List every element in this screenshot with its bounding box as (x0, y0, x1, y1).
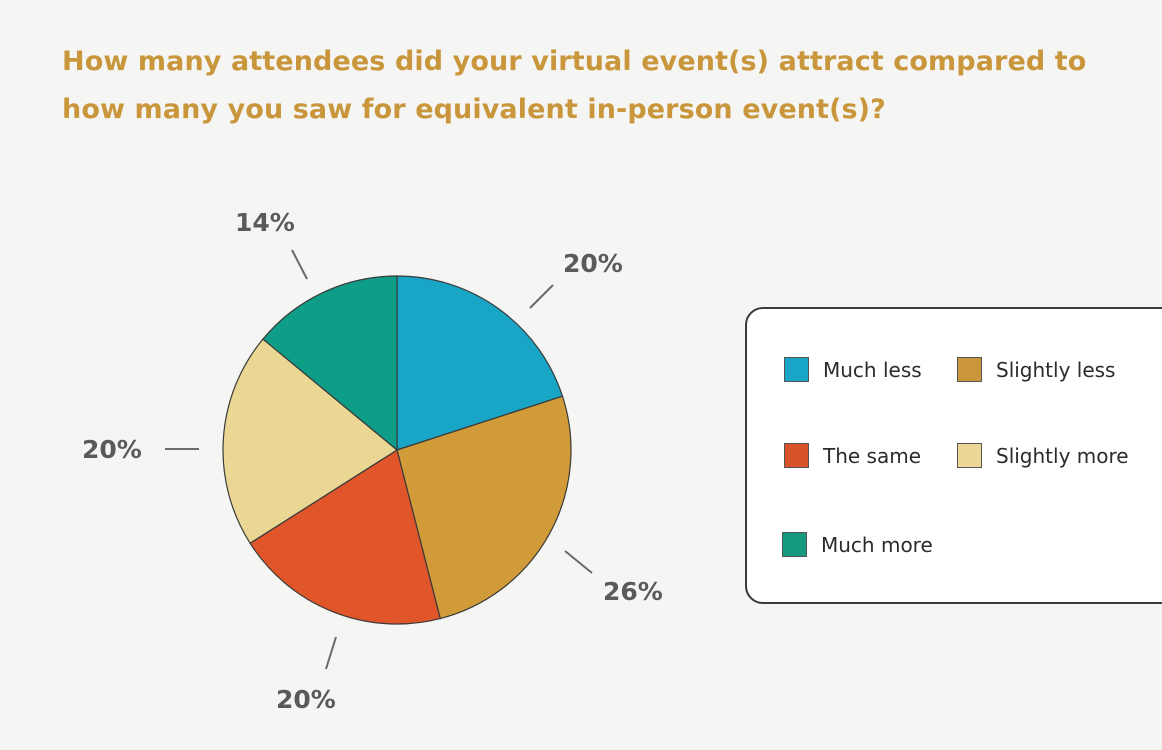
pie-slice-much-less (396, 275, 564, 451)
legend: Much less Slightly less The same Slightl… (745, 307, 1162, 604)
chart-title: How many attendees did your virtual even… (62, 46, 1087, 125)
pie-slice-much-more (262, 275, 398, 452)
legend-swatch-slightly-less (957, 357, 982, 382)
pie-slice-the-same (249, 449, 442, 625)
leader-line-much-less (529, 284, 554, 309)
legend-label: Slightly less (996, 357, 1116, 382)
legend-item-slightly-less: Slightly less (957, 357, 1115, 382)
pct-label-the-same: 20% (276, 685, 336, 714)
pct-label-slightly-more: 20% (82, 435, 142, 464)
legend-swatch-much-less (784, 357, 809, 382)
legend-item-much-more: Much more (782, 532, 933, 557)
pct-label-much-less: 20% (563, 249, 623, 278)
pie-slices (222, 275, 572, 625)
pct-label-much-more: 14% (235, 208, 295, 237)
pct-label-slightly-less: 26% (603, 577, 663, 606)
legend-label: Much less (823, 357, 922, 382)
label-leader-lines (165, 249, 593, 670)
legend-label: The same (823, 443, 922, 468)
pie-slice-slightly-more (222, 338, 399, 545)
legend-swatch-much-more (782, 532, 807, 557)
legend-item-the-same: The same (784, 443, 921, 468)
pie-slice-slightly-less (396, 395, 572, 620)
legend-label: Much more (821, 532, 933, 557)
leader-line-much-more (291, 249, 308, 280)
legend-swatch-the-same (784, 443, 809, 468)
leader-line-slightly-less (564, 550, 593, 574)
legend-item-slightly-more: Slightly more (957, 443, 1129, 468)
legend-label: Slightly more (996, 443, 1129, 468)
leader-line-the-same (325, 636, 337, 670)
legend-swatch-slightly-more (957, 443, 982, 468)
legend-item-much-less: Much less (784, 357, 922, 382)
